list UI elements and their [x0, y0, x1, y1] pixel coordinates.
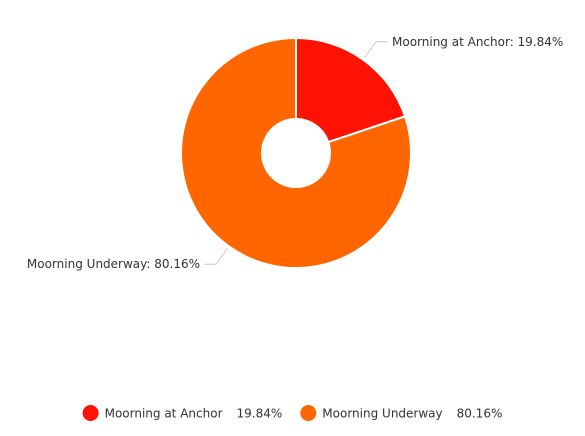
legend-label: Moorning at Anchor: [105, 407, 223, 421]
slice-moorning-underway[interactable]: [180, 37, 412, 269]
legend-value: 80.16%: [457, 407, 503, 421]
callout-line-moorning-at-anchor: [363, 41, 388, 59]
donut-hole: [261, 118, 331, 188]
legend-marker: [82, 405, 99, 421]
legend-marker: [300, 405, 317, 421]
legend-value: 19.84%: [237, 407, 283, 421]
legend: Moorning at Anchor 19.84% Moorning Underwa…: [82, 405, 502, 421]
callout-label-moorning-underway: Moorning Underway: 80.16%: [27, 257, 200, 271]
callout-line-moorning-underway: [204, 247, 229, 265]
slice-moorning-at-anchor[interactable]: [295, 37, 407, 154]
pie-slices: [180, 37, 412, 269]
callout-label-moorning-at-anchor: Moorning at Anchor: 19.84%: [392, 35, 563, 49]
legend-label: Moorning Underway: [322, 407, 442, 421]
slice-callouts: Moorning at Anchor: 19.84% Moorning Under…: [27, 35, 563, 271]
legend-item-moorning-at-anchor[interactable]: Moorning at Anchor 19.84%: [82, 405, 283, 421]
legend-item-moorning-underway[interactable]: Moorning Underway 80.16%: [300, 405, 502, 421]
